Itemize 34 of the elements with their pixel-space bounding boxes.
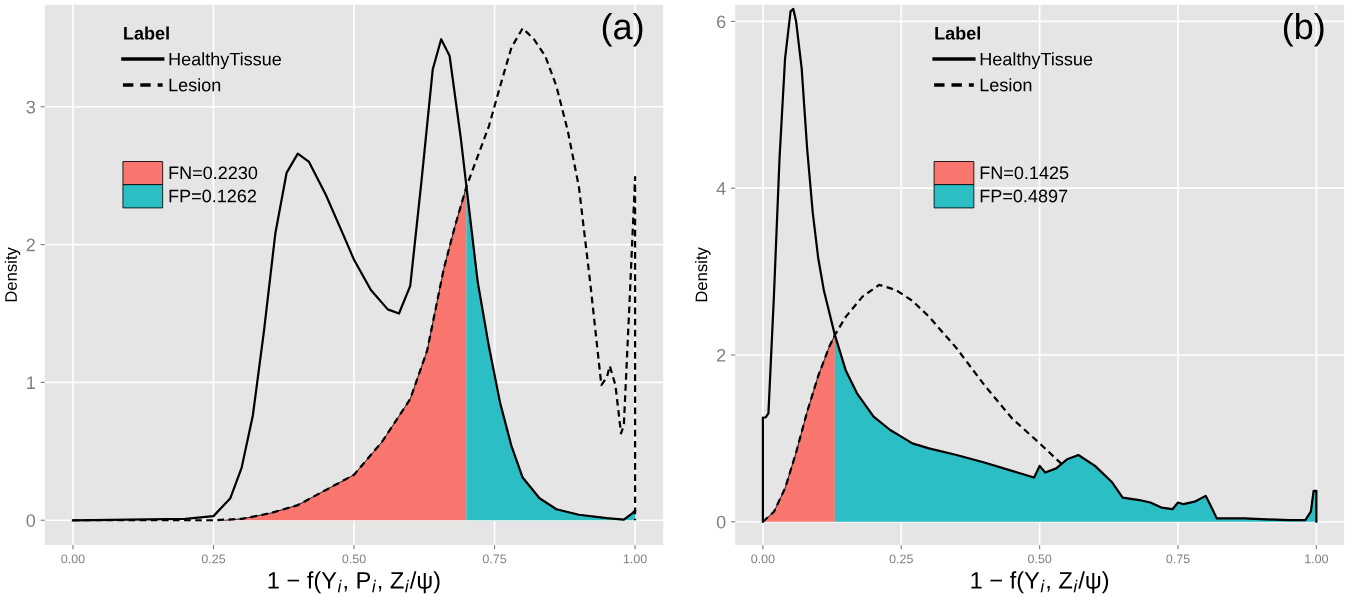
legend-title: Label <box>935 26 980 40</box>
legend-label: Lesion <box>169 78 221 92</box>
y-tick-label: 6 <box>717 15 726 29</box>
y-tick-label: 1 <box>27 376 35 389</box>
legend-label: FP=0.4897 <box>980 189 1068 203</box>
legend-title: Label <box>124 26 169 40</box>
legend-label: HealthyTissue <box>980 52 1093 70</box>
x-axis-title: 1 − f(Y$_{i}$, P$_{i}$, Z$_{i}$/ψ) <box>268 571 440 594</box>
x-tick-label: 0.50 <box>342 554 366 564</box>
y-tick-label: 3 <box>26 100 36 114</box>
legend-label: Lesion <box>980 78 1032 92</box>
y-tick-label: 4 <box>716 182 726 195</box>
legend-label: HealthyTissue <box>169 52 281 70</box>
annotation: (b) <box>1283 12 1324 47</box>
x-tick-label: 1.00 <box>623 554 647 564</box>
x-tick-label: 1.00 <box>1305 554 1329 564</box>
y-tick-label: 2 <box>26 238 35 252</box>
x-tick-label: 0.75 <box>1166 554 1190 564</box>
legend-label: FN=0.1425 <box>980 166 1069 180</box>
x-tick-label: 0.75 <box>482 554 507 564</box>
x-tick-label: 0.00 <box>751 554 775 564</box>
legend-label: FP=0.1262 <box>169 189 256 203</box>
annotation: (a) <box>602 12 643 47</box>
x-tick-label: 0.00 <box>61 554 85 564</box>
x-tick-label: 0.25 <box>889 554 913 564</box>
x-axis-title: 1 − f(Y$_{i}$, Z$_{i}$/ψ) <box>971 571 1109 594</box>
x-tick-label: 0.50 <box>1027 554 1052 564</box>
legend-label: FN=0.2230 <box>169 166 258 180</box>
y-axis-title: Density <box>4 247 21 302</box>
x-tick-label: 0.25 <box>201 554 226 564</box>
y-tick-label: 0 <box>26 514 36 527</box>
y-tick-label: 2 <box>717 348 726 362</box>
y-tick-label: 0 <box>716 515 726 529</box>
y-axis-title: Density <box>695 247 711 302</box>
